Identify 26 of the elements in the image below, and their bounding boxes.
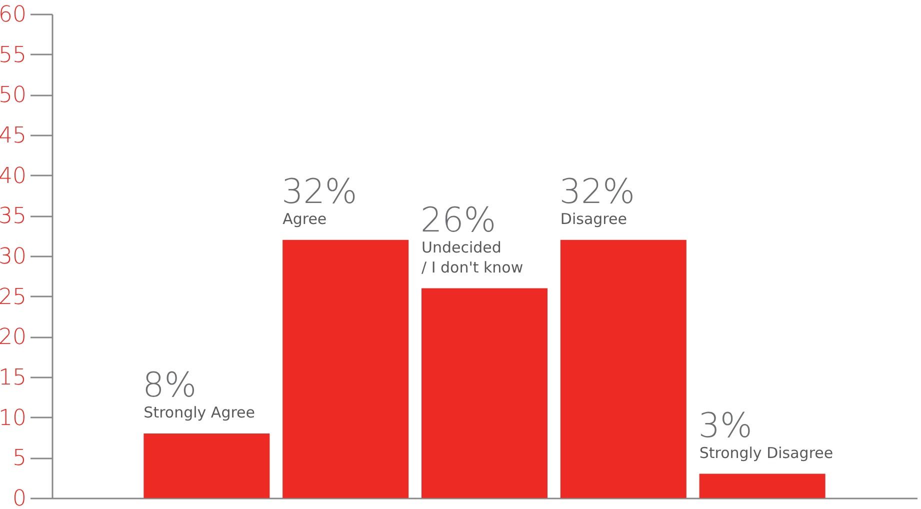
data-label: 26%	[420, 200, 496, 240]
y-tick-label: 50	[0, 83, 26, 108]
bar	[144, 433, 270, 498]
data-label: 32%	[559, 172, 635, 212]
data-label: 32%	[282, 172, 358, 212]
x-tick-label: Undecided / I don't know	[422, 238, 524, 276]
bar	[422, 288, 548, 498]
y-tick-label: 35	[0, 204, 26, 230]
bar	[560, 240, 686, 498]
bar	[699, 474, 826, 498]
bar	[282, 240, 409, 498]
data-label: 3%	[698, 406, 752, 446]
y-tick-label: 5	[12, 446, 26, 472]
x-tick-label: Strongly Agree	[144, 403, 256, 422]
data-label: 8%	[142, 365, 197, 406]
x-tick-label: Agree	[282, 210, 327, 228]
y-tick-label: 10	[0, 406, 26, 431]
y-tick-label: 30	[0, 244, 26, 270]
x-tick-label: Disagree	[560, 210, 627, 228]
y-tick-label: 15	[0, 366, 26, 390]
y-tick-label: 55	[0, 42, 26, 68]
y-tick-label: 0	[12, 486, 26, 509]
y-tick-label: 60	[0, 2, 26, 28]
y-tick-label: 25	[0, 284, 26, 310]
x-tick-label: Strongly Disagree	[699, 444, 834, 462]
y-tick-label: 20	[0, 325, 26, 350]
